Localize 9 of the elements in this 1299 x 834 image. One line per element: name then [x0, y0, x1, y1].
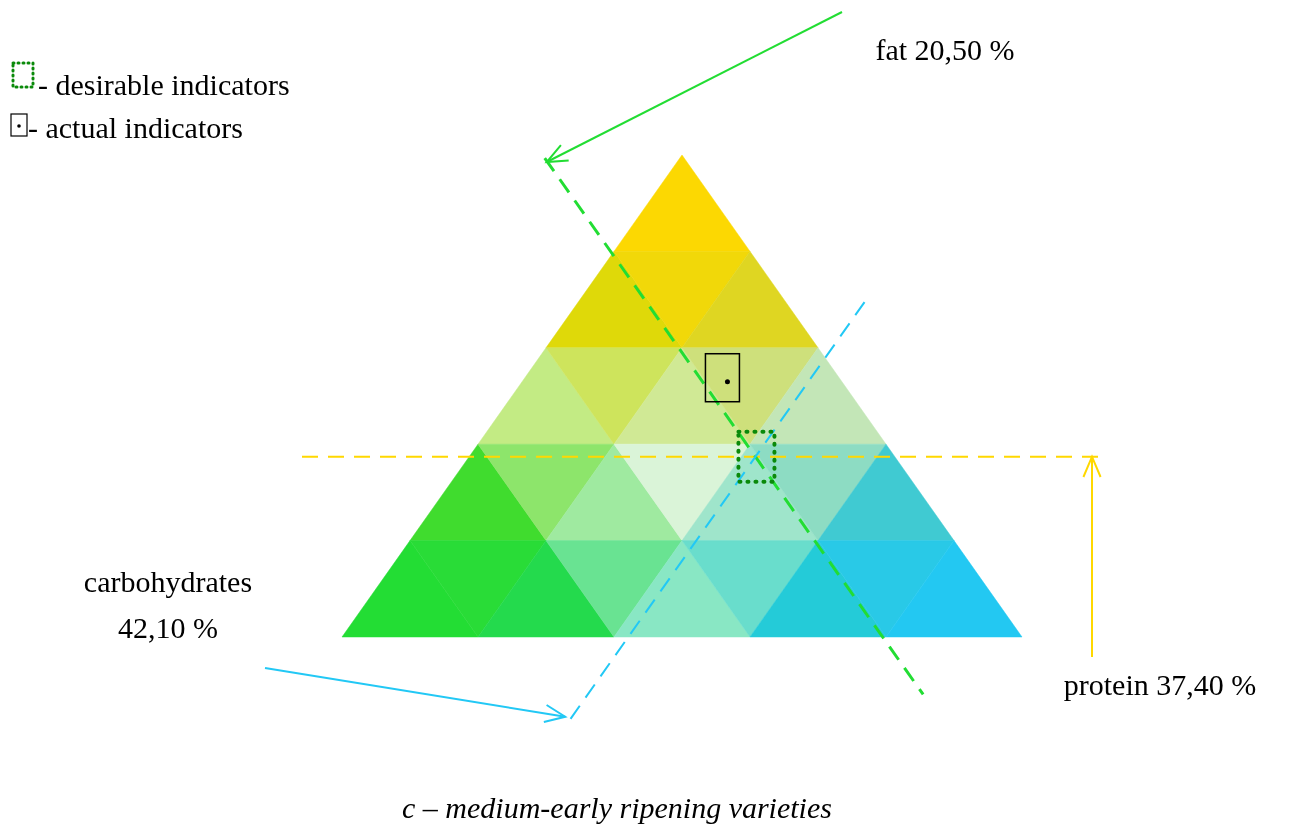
- category-label: carbohydrates: [83, 565, 253, 598]
- category-label: fat: [875, 33, 908, 66]
- data-label: 42,10 %: [118, 611, 218, 644]
- text: c – medium-early ripening varieties: [402, 791, 832, 824]
- category-label: protein: [1063, 668, 1149, 701]
- data-label: 37,40 %: [1156, 668, 1257, 701]
- data-label: 20,50 %: [914, 33, 1015, 66]
- text: - desirable indicators: [38, 68, 290, 101]
- text: - actual indicators: [28, 111, 243, 144]
